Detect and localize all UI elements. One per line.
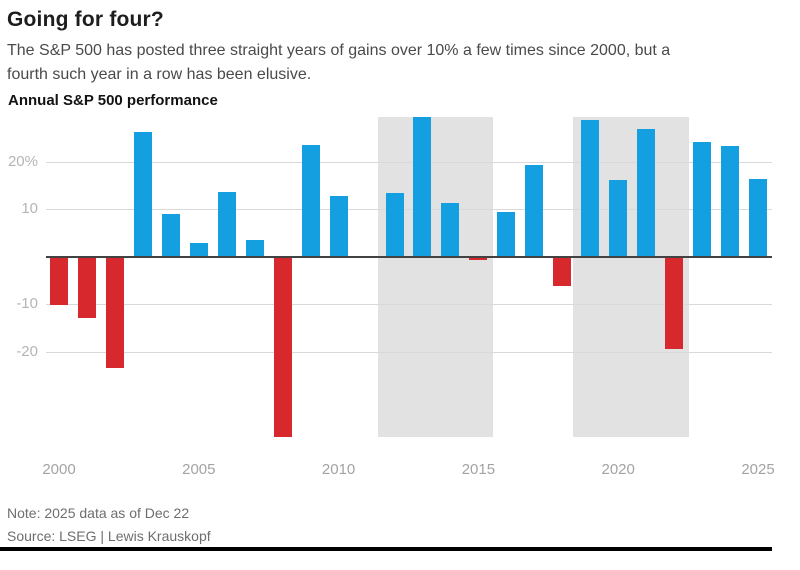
bar-2018 <box>553 256 572 287</box>
highlight-band-2012-2015 <box>377 117 493 437</box>
bar-2025 <box>749 178 767 257</box>
bar-2017 <box>525 164 544 257</box>
chart-note: Note: 2025 data as of Dec 22 <box>7 505 190 521</box>
y-axis-label-20: 20% <box>7 153 38 171</box>
bar-2005 <box>189 242 208 257</box>
bar-2019 <box>581 119 600 257</box>
bar-2006 <box>217 192 236 257</box>
bar-2016 <box>497 211 516 257</box>
gridline--20 <box>46 351 772 353</box>
bar-2008 <box>273 256 292 437</box>
bar-2007 <box>245 240 264 257</box>
x-axis-label-2020: 2020 <box>601 461 635 478</box>
bar-2001 <box>77 256 96 319</box>
bar-2021 <box>637 129 656 257</box>
bar-2009 <box>301 145 320 257</box>
bar-2013 <box>413 117 432 257</box>
bar-2014 <box>441 202 460 257</box>
bar-2000 <box>50 256 68 305</box>
gridline-10 <box>46 209 772 211</box>
bar-2022 <box>665 256 684 349</box>
bar-2010 <box>329 196 348 257</box>
gridline--10 <box>46 304 772 306</box>
bar-2015 <box>469 256 488 261</box>
x-axis-label-2000: 2000 <box>42 461 76 478</box>
bar-2003 <box>133 131 152 257</box>
y-axis-label-10: 10 <box>21 200 38 218</box>
x-axis-label-2010: 2010 <box>321 461 356 478</box>
gridline-20 <box>46 162 772 164</box>
chart-subtitle-line1: The S&P 500 has posted three straight ye… <box>7 42 671 59</box>
chart-series-label: Annual S&P 500 performance <box>8 92 218 109</box>
bar-2023 <box>693 142 712 257</box>
chart-subtitle: The S&P 500 has posted three straight ye… <box>7 39 670 87</box>
x-axis-label-2005: 2005 <box>182 461 216 478</box>
bar-2020 <box>609 179 628 257</box>
zero-axis-line <box>46 255 772 258</box>
x-axis-label-2015: 2015 <box>461 461 496 478</box>
bar-2002 <box>105 256 124 368</box>
bar-2004 <box>161 214 180 257</box>
x-axis-label-2025: 2025 <box>741 461 775 478</box>
chart-subtitle-line2: fourth such year in a row has been elusi… <box>7 66 312 83</box>
bottom-divider <box>0 547 772 551</box>
bar-2012 <box>385 193 404 257</box>
chart-source: Source: LSEG | Lewis Krauskopf <box>7 528 211 544</box>
chart-title: Going for four? <box>7 8 164 31</box>
y-axis-label--10: -10 <box>16 295 38 313</box>
bar-2024 <box>721 146 740 257</box>
y-axis-label--20: -20 <box>16 342 38 360</box>
